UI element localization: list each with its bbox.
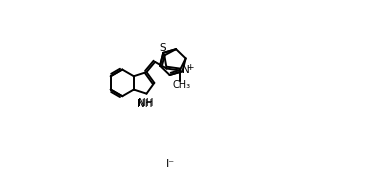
- Text: CH₃: CH₃: [173, 80, 191, 90]
- Text: S: S: [159, 43, 166, 53]
- Text: I⁻: I⁻: [166, 159, 175, 169]
- Text: NH: NH: [138, 98, 153, 108]
- Text: NH: NH: [137, 99, 153, 109]
- Text: N: N: [182, 65, 190, 75]
- Text: +: +: [186, 63, 194, 72]
